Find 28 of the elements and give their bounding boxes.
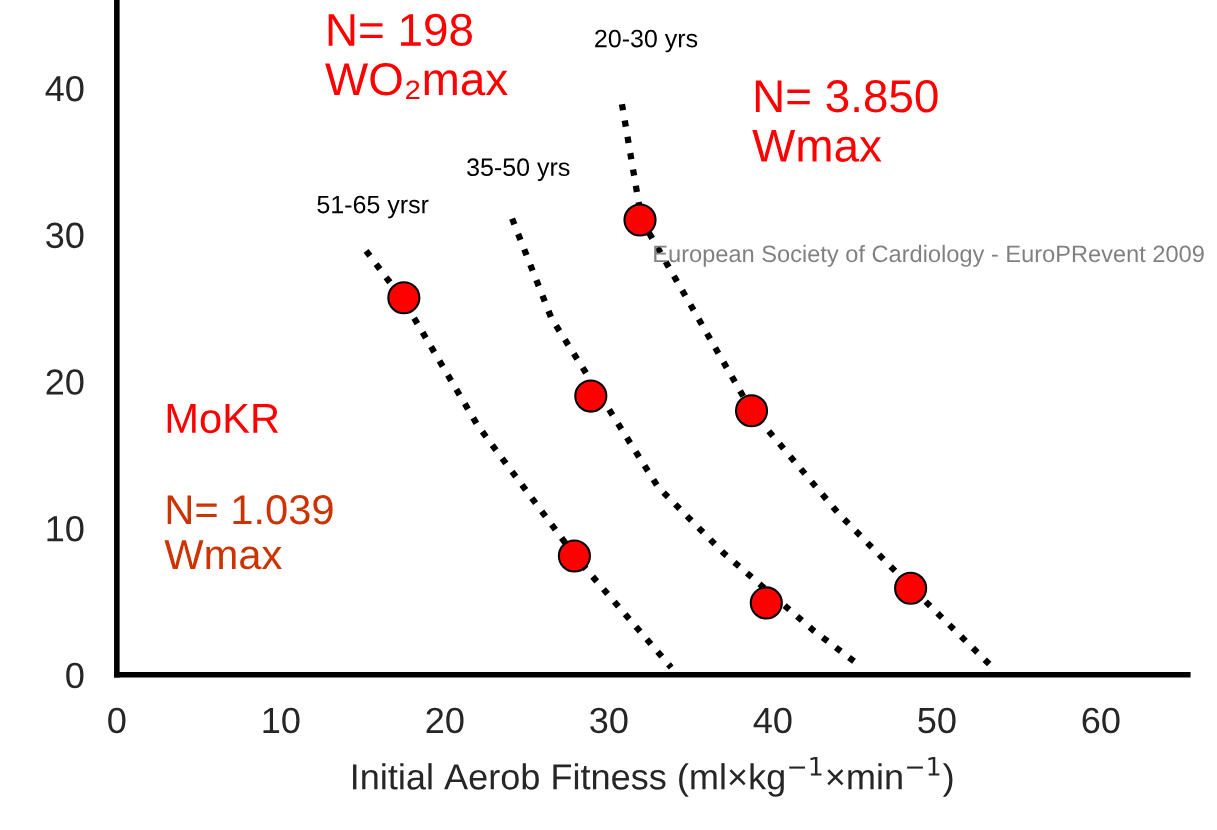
x-tick-label: 0 xyxy=(108,707,126,734)
annotation: 20-30 yrs xyxy=(595,29,698,53)
point xyxy=(557,539,591,573)
x-tick-label: 60 xyxy=(1082,707,1120,734)
point xyxy=(749,586,783,620)
annotation: 35-50 yrs xyxy=(467,158,570,181)
x-axis-title: Initial Aerob Fitness (ml×kg$^{−1}$×min$^{−1}$) xyxy=(353,757,953,797)
y-tick-label: 40 xyxy=(45,75,84,102)
x-tick-label: 10 xyxy=(263,707,300,734)
y-tick-label: 10 xyxy=(47,515,84,542)
x-tick-label: 20 xyxy=(426,707,464,734)
y-tick-label: 30 xyxy=(46,222,84,249)
annotation: N= 3.850 Wmax xyxy=(752,80,938,162)
annotation: European Society of Cardiology - EuroPRevent 2009 xyxy=(654,244,1204,267)
annotation: N= 198 WO₂max xyxy=(325,13,508,99)
y-tick-label: 20 xyxy=(46,369,84,395)
annotation: N= 1.039 Wmax xyxy=(164,494,333,570)
point xyxy=(574,379,608,413)
point xyxy=(623,203,657,237)
y-tick-label: 0 xyxy=(66,662,84,689)
point xyxy=(894,571,928,605)
x-tick-label: 40 xyxy=(753,707,792,734)
point xyxy=(387,281,421,315)
point xyxy=(734,394,769,428)
annotation: MoKR xyxy=(167,404,279,434)
x-tick-label: 50 xyxy=(918,707,956,734)
x-tick-label: 30 xyxy=(590,707,628,734)
annotation: 51-65 yrsr xyxy=(317,195,429,219)
